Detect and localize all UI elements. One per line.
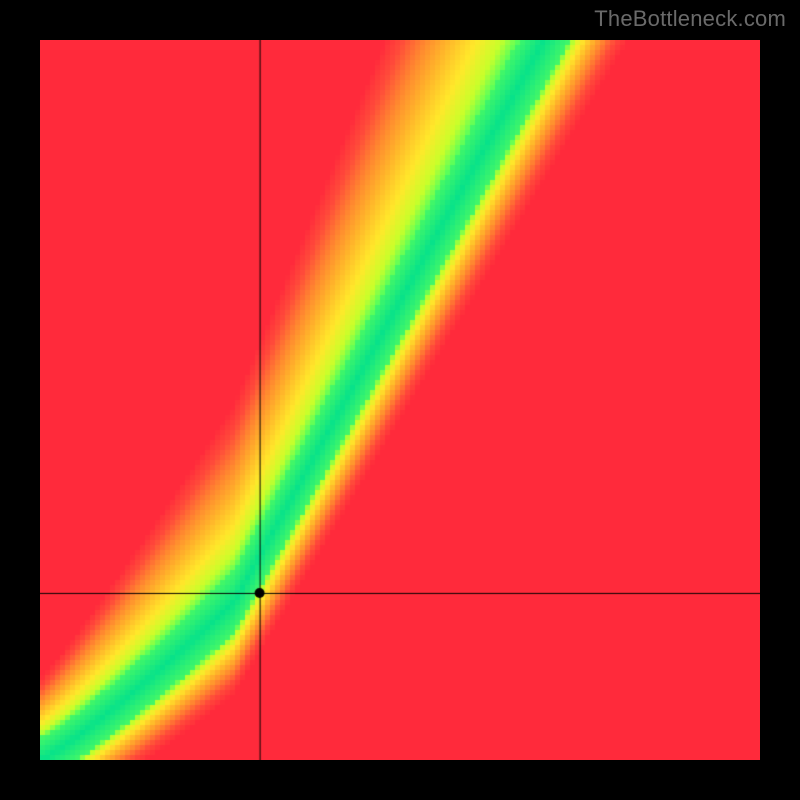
bottleneck-heatmap — [40, 40, 760, 760]
watermark-text: TheBottleneck.com — [594, 6, 786, 32]
